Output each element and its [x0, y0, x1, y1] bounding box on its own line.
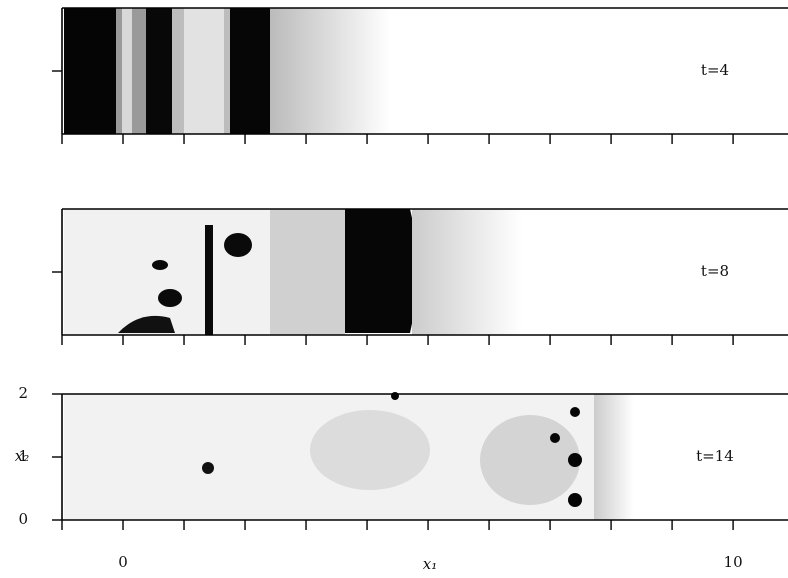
x-axis-label: x₁ [423, 555, 437, 573]
panel-annotation: t=14 [696, 447, 734, 465]
y-tick-label: 2 [18, 384, 28, 402]
figure: t=4t=8010012x₁x₂t=14 [0, 0, 788, 578]
density-field [64, 209, 522, 335]
density-field [64, 392, 634, 520]
y-axis-label: x₂ [15, 447, 29, 465]
density-field [64, 8, 390, 134]
panel-annotation: t=8 [701, 262, 729, 280]
panel-annotation: t=4 [701, 61, 729, 79]
x-tick-label: 0 [118, 553, 128, 571]
y-tick-label: 0 [18, 510, 28, 528]
x-tick-label: 10 [724, 553, 743, 571]
